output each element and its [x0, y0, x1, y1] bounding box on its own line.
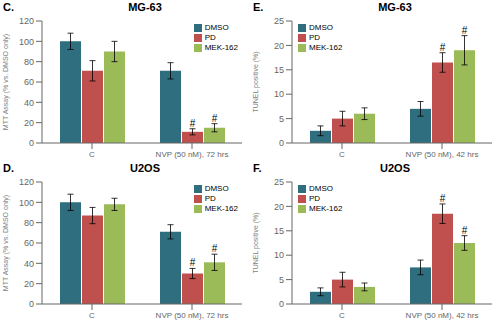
html-text:DMSO: DMSO — [309, 23, 333, 32]
html-text:U2OS: U2OS — [380, 162, 410, 174]
svg-text:60: 60 — [24, 77, 34, 87]
svg-text:60: 60 — [24, 238, 34, 248]
svg-text:15: 15 — [274, 226, 284, 236]
html-text:PD: PD — [309, 194, 321, 203]
svg-text:MTT Assay (% vs. DMSO only): MTT Assay (% vs. DMSO only) — [8, 34, 10, 130]
svg-text:40: 40 — [24, 259, 34, 269]
svg-text:#: # — [212, 113, 218, 124]
svg-text:NVP (50 nM), 42 hrs: NVP (50 nM), 42 hrs — [406, 311, 479, 320]
svg-text:25: 25 — [274, 177, 284, 187]
svg-text:C: C — [339, 311, 345, 320]
svg-text:C: C — [89, 150, 95, 159]
svg-text:10: 10 — [274, 250, 284, 260]
svg-text:#: # — [440, 193, 446, 204]
html-text:DMSO: DMSO — [204, 23, 229, 32]
html-text:MG-63: MG-63 — [128, 1, 162, 13]
svg-text:0: 0 — [29, 299, 34, 309]
svg-text:20: 20 — [24, 118, 34, 128]
svg-text:C: C — [339, 150, 345, 159]
svg-text:NVP (50 nM), 42 hrs: NVP (50 nM), 42 hrs — [406, 150, 479, 159]
svg-text:80: 80 — [24, 57, 34, 67]
svg-text:MTT Assay (% vs. DMSO only): MTT Assay (% vs. DMSO only) — [8, 195, 10, 291]
svg-text:#: # — [462, 225, 468, 236]
html-text:PD: PD — [204, 194, 216, 203]
html-text:MEK-162: MEK-162 — [204, 43, 238, 52]
html-text:U2OS: U2OS — [130, 162, 160, 174]
svg-text:10: 10 — [274, 89, 284, 99]
svg-text:0: 0 — [279, 138, 284, 148]
svg-text:120: 120 — [19, 177, 34, 187]
svg-text:20: 20 — [24, 279, 34, 289]
html-text:PD: PD — [309, 33, 321, 42]
html-text:DMSO: DMSO — [204, 184, 229, 193]
svg-text:NVP (50 nM), 72 hrs: NVP (50 nM), 72 hrs — [156, 311, 229, 320]
svg-text:100: 100 — [19, 198, 34, 208]
html-text:MEK-162: MEK-162 — [309, 204, 343, 213]
html-text:C.: C. — [3, 1, 14, 13]
svg-text:25: 25 — [274, 16, 284, 26]
svg-text:#: # — [440, 42, 446, 53]
svg-text:5: 5 — [279, 114, 284, 124]
html-text:D.: D. — [3, 162, 14, 174]
svg-text:20: 20 — [274, 202, 284, 212]
svg-text:0: 0 — [29, 138, 34, 148]
html-text:MG-63: MG-63 — [378, 1, 412, 13]
svg-text:120: 120 — [19, 16, 34, 26]
svg-text:TUNEL positive (%): TUNEL positive (%) — [252, 51, 260, 112]
svg-text:0: 0 — [279, 299, 284, 309]
svg-text:100: 100 — [19, 37, 34, 47]
svg-text:#: # — [190, 118, 196, 129]
svg-text:NVP (50 nM), 72 hrs: NVP (50 nM), 72 hrs — [156, 150, 229, 159]
svg-text:20: 20 — [274, 41, 284, 51]
svg-text:80: 80 — [24, 218, 34, 228]
svg-text:5: 5 — [279, 275, 284, 285]
html-text:MEK-162: MEK-162 — [309, 43, 343, 52]
svg-text:#: # — [462, 25, 468, 36]
svg-text:TUNEL positive (%): TUNEL positive (%) — [252, 212, 260, 273]
svg-text:15: 15 — [274, 65, 284, 75]
html-text:MEK-162: MEK-162 — [204, 204, 238, 213]
html-text:DMSO: DMSO — [309, 184, 333, 193]
html-text:F.: F. — [253, 162, 262, 174]
html-text:PD: PD — [204, 33, 216, 42]
svg-text:#: # — [212, 243, 218, 254]
svg-text:40: 40 — [24, 98, 34, 108]
svg-text:#: # — [190, 257, 196, 268]
svg-text:C: C — [89, 311, 95, 320]
html-text:E.: E. — [253, 1, 264, 13]
